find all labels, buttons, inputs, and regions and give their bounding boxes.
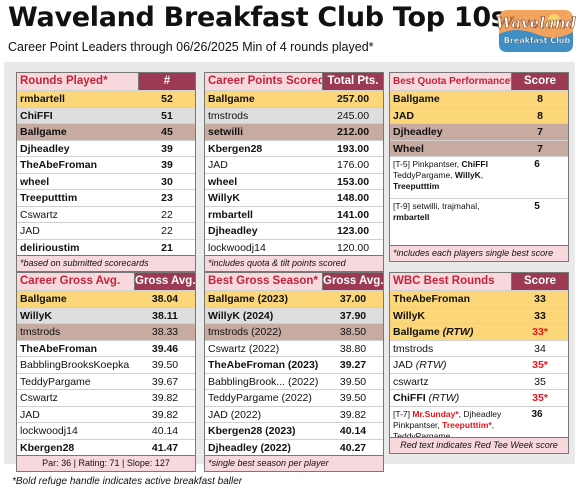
table-row: JAD (2022) 39.82 [205,405,383,423]
table-row: Ballgame 38.04 [17,290,195,307]
career-gross-footer: Par: 36 | Rating: 71 | Slope: 127 [17,455,195,471]
table-row: Kbergen28 41.47 [17,438,195,456]
best-gross-season-footer: *single best season per player [205,455,383,471]
best-gross-season-title: Best Gross Season* [205,273,323,290]
rounds-played-header: Rounds Played* # [17,73,195,90]
table-row: cswartz 35 [390,372,568,390]
table-row: Djheadley 39 [17,139,195,157]
career-gross-panel: Career Gross Avg. Gross Avg. Ballgame 38.… [16,272,196,472]
table-row: TheAbeFroman (2023) 39.27 [205,356,383,373]
table-row: lockwoodj14 40.14 [17,422,195,439]
table-row: wheel 30 [17,172,195,190]
table-row: TheAbeFroman 39.46 [17,339,195,357]
table-row: WillyK (2024) 37.90 [205,306,383,323]
table-row: tmstrods 38.33 [17,323,195,340]
table-row: Ballgame 257.00 [205,90,383,107]
career-gross-col: Gross Avg. [135,273,196,290]
table-row: JAD 176.00 [205,156,383,173]
table-row: ChiFFI (RTW) 35* [390,389,568,406]
table-row: rmbartell 141.00 [205,205,383,223]
best-gross-season-header: Best Gross Season* Gross Avg. [205,273,384,290]
table-row: Kbergen28 (2023) 40.14 [205,422,383,439]
table-row: Ballgame 8 [390,90,568,107]
table-row: rmbartell 52 [17,90,195,107]
wbc-best-footer: Red text indicates Red Tee Week score [390,437,568,453]
club-logo: Waveland Breakfast Club [496,10,576,52]
table-row: Ballgame (RTW) 33* [390,323,568,340]
table-row: Kbergen28 193.00 [205,139,383,157]
table-row: TeddyPargame (2022) 39.50 [205,389,383,406]
table-row: WillyK 148.00 [205,189,383,206]
table-row: BabblingBrook... (2022) 39.50 [205,372,383,390]
table-row: TheAbeFroman 33 [390,290,568,307]
rounds-played-col: # [139,73,195,90]
quota-tie-5: [T-5] Pinkpantser, ChiFFI TeddyPargame, … [390,156,568,198]
table-row: Cswartz 39.82 [17,389,195,406]
table-row: tmstrods 245.00 [205,106,383,123]
table-row: tmstrods (2022) 38.50 [205,323,383,340]
career-points-panel: Career Points Scored* Total Pts. Ballgam… [204,72,384,272]
table-row: wheel 153.00 [205,172,383,190]
table-row: JAD (RTW) 35* [390,356,568,373]
table-row: Wheel 7 [390,139,568,156]
table-row: JAD 39.82 [17,405,195,423]
table-row: JAD 22 [17,222,195,239]
table-row: Ballgame (2023) 37.00 [205,290,383,307]
wbc-tie-7: [T-7] Mr.Sunday*, Djheadley Pinkpantser, … [390,405,568,444]
best-quota-footer: *includes each players single best score [390,245,568,261]
career-gross-title: Career Gross Avg. [17,273,135,290]
page-subtitle: Career Point Leaders through 06/26/2025 … [8,40,374,54]
table-row: JAD 8 [390,106,568,123]
quota-tie-9: [T-9] setwilli, trajmahal, rmbartell 5 [390,198,568,238]
table-row: lockwoodj14 120.00 [205,238,383,256]
wbc-best-title: WBC Best Rounds [390,273,512,290]
table-row: setwilli 212.00 [205,123,383,140]
logo-line1: Waveland [496,14,576,32]
career-points-header: Career Points Scored* Total Pts. [205,73,383,90]
career-points-title: Career Points Scored* [205,73,323,90]
table-row: Djheadley (2022) 40.27 [205,438,383,456]
table-row: Djheadley 123.00 [205,222,383,239]
table-row: ChiFFI 51 [17,106,195,123]
best-quota-panel: Best Quota Performance* Score Ballgame 8 … [389,72,569,262]
wbc-best-rounds-panel: WBC Best Rounds Score TheAbeFroman 33 Wil… [389,272,569,454]
best-quota-header: Best Quota Performance* Score [390,73,568,90]
table-row: TeddyPargame 39.67 [17,372,195,390]
wbc-best-header: WBC Best Rounds Score [390,273,568,290]
table-row: Treeputttim 23 [17,189,195,206]
table-row: WillyK 38.11 [17,306,195,323]
page-title: Waveland Breakfast Club Top 10s [8,2,507,33]
career-gross-header: Career Gross Avg. Gross Avg. [17,273,196,290]
table-row: TheAbeFroman 39 [17,156,195,173]
rounds-played-footer: *based on submitted scorecards [17,255,195,271]
table-row: tmstrods 34 [390,339,568,357]
logo-line2: Breakfast Club [504,36,571,45]
best-quota-title: Best Quota Performance* [390,73,512,90]
rounds-played-panel: Rounds Played* # rmbartell 52 ChiFFI 51 Ba… [16,72,196,272]
best-gross-season-panel: Best Gross Season* Gross Avg. Ballgame (… [204,272,384,472]
table-row: BabblingBrooksKoepka 39.50 [17,356,195,373]
table-row: delirioustim 21 [17,238,195,256]
best-gross-season-col: Gross Avg. [323,273,384,290]
career-points-footer: *includes quota & tilt points scored [205,255,383,271]
table-row: Cswartz (2022) 38.80 [205,339,383,357]
career-points-col: Total Pts. [323,73,383,90]
table-row: Djheadley 7 [390,123,568,140]
best-quota-col: Score [512,73,568,90]
bottom-note: *Bold refuge handle indicates active bre… [12,476,243,487]
rounds-played-title: Rounds Played* [17,73,139,90]
wbc-best-col: Score [512,273,568,290]
table-row: Ballgame 45 [17,123,195,140]
table-row: WillyK 33 [390,306,568,323]
table-row: Cswartz 22 [17,205,195,223]
